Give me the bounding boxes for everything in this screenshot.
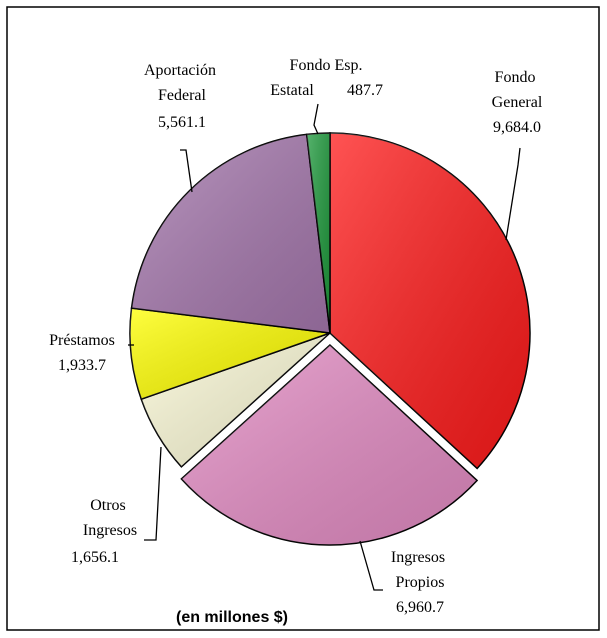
leader-line: [180, 149, 193, 193]
value-label: 1,933.7: [58, 357, 106, 374]
leader-line: [144, 446, 162, 541]
slice-label: Préstamos: [49, 332, 115, 349]
slice-label: Fondo General: [492, 69, 543, 111]
value-label: 9,684.0: [493, 119, 541, 136]
value-label: 5,561.1: [158, 114, 206, 131]
slice-shade: [181, 344, 478, 545]
slice-label: Otros Ingresos: [83, 497, 137, 539]
slice-shade: [330, 133, 530, 469]
slice-label: Ingresos Propios: [391, 549, 449, 591]
leader-line: [359, 540, 383, 591]
value-label: 487.7: [347, 82, 383, 99]
leader-line: [313, 103, 319, 135]
slice-shade: [129, 308, 330, 400]
slice-shade: [131, 134, 330, 333]
slice-label: Fondo Esp. Estatal: [270, 57, 366, 99]
slice-shade: [141, 333, 330, 467]
slice-shade: [306, 133, 330, 333]
value-label: 1,656.1: [71, 549, 119, 566]
chart-title: (en millones $): [176, 609, 288, 626]
value-label: 6,960.7: [396, 599, 444, 616]
slice-label: Aportación Federal: [144, 62, 220, 104]
leader-line: [505, 147, 521, 241]
